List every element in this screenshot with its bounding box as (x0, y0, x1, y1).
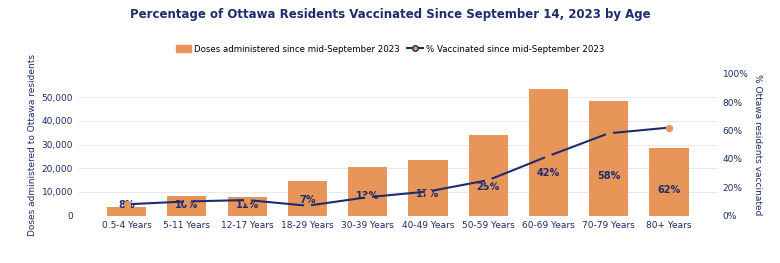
Bar (107, 208, 146, 216)
Text: 62%: 62% (658, 185, 681, 195)
Bar (469, 135, 508, 216)
Point (241, 198, 254, 202)
Point (602, 131, 615, 135)
Text: 8%: 8% (119, 200, 135, 210)
Point (301, 204, 314, 208)
Bar (348, 167, 387, 216)
Text: 42%: 42% (537, 168, 560, 178)
Text: Percentage of Ottawa Residents Vaccinated Since September 14, 2023 by Age: Percentage of Ottawa Residents Vaccinate… (129, 8, 651, 21)
Text: 11%: 11% (236, 200, 259, 210)
Point (422, 189, 434, 194)
Bar (288, 181, 327, 216)
Y-axis label: % Ottawa residents vaccinated: % Ottawa residents vaccinated (753, 74, 761, 215)
Point (120, 202, 133, 206)
Point (482, 178, 495, 182)
Point (181, 199, 193, 204)
Bar (168, 196, 207, 216)
Bar (589, 101, 628, 216)
Point (361, 195, 374, 199)
Legend: Doses administered since mid-September 2023, % Vaccinated since mid-September 20: Doses administered since mid-September 2… (172, 41, 608, 57)
Bar (650, 148, 689, 216)
Bar (409, 160, 448, 216)
Point (663, 125, 675, 130)
Text: 25%: 25% (477, 181, 500, 191)
Text: 7%: 7% (300, 195, 316, 205)
Point (542, 154, 555, 158)
Text: 58%: 58% (597, 171, 620, 181)
Text: 17%: 17% (417, 189, 440, 199)
Text: 10%: 10% (176, 200, 199, 210)
Y-axis label: Doses administered to Ottawa residents: Doses administered to Ottawa residents (29, 54, 37, 236)
Bar (529, 89, 568, 216)
Bar (228, 197, 267, 216)
Text: 13%: 13% (356, 191, 379, 201)
